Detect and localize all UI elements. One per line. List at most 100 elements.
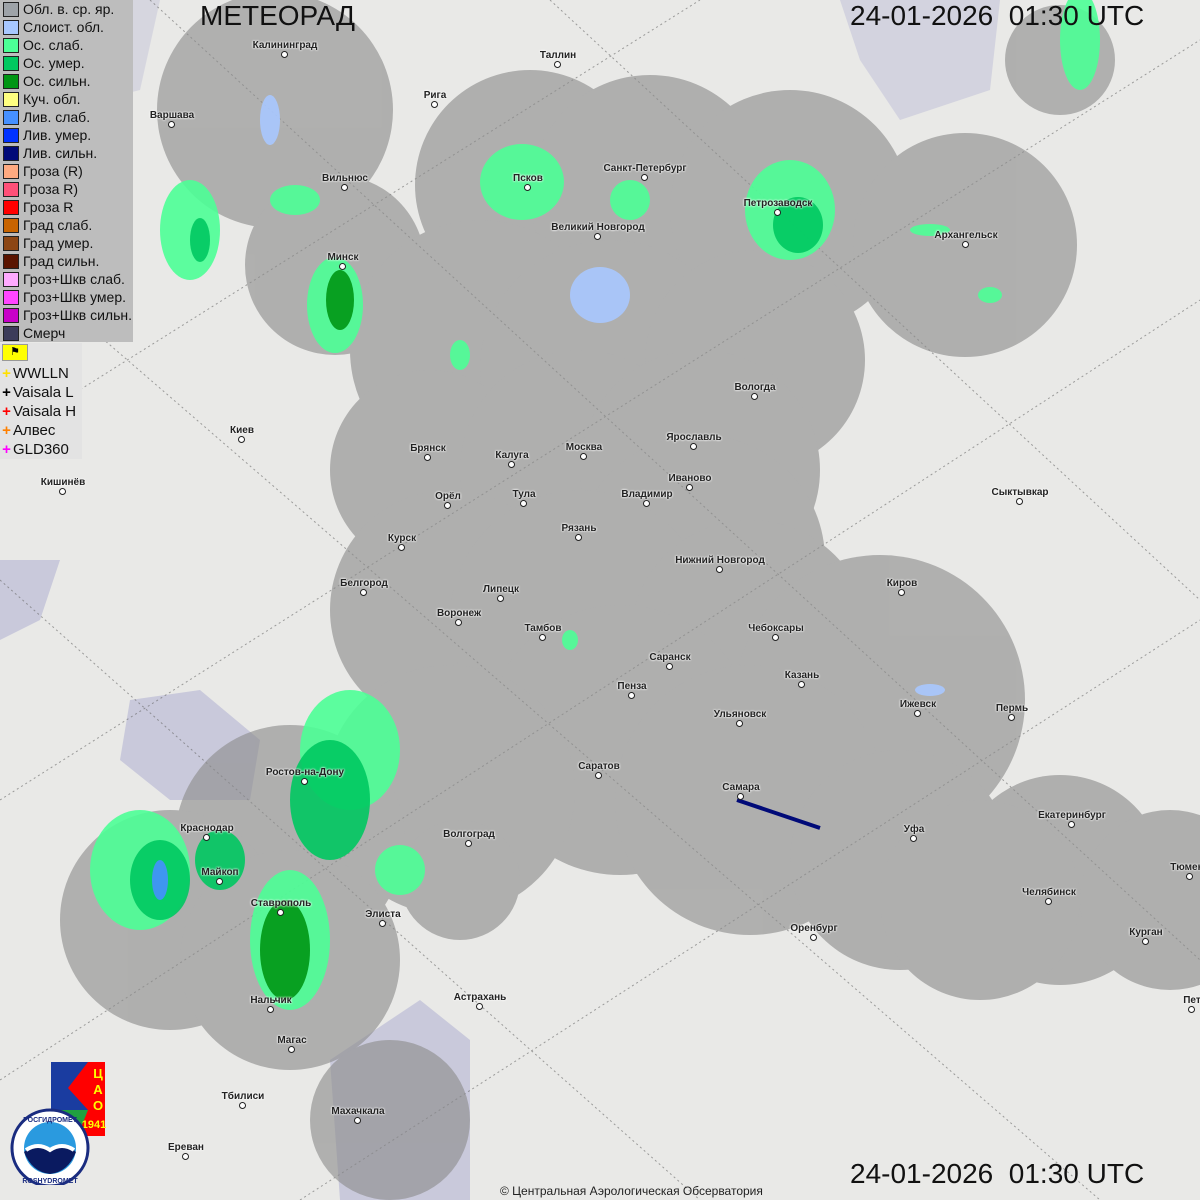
svg-text:ROSHYDROMET: ROSHYDROMET: [22, 1178, 78, 1185]
city-marker-icon: [1068, 821, 1075, 828]
city-marker-icon: [497, 595, 504, 602]
legend-label: Куч. обл.: [23, 91, 81, 107]
legend-swatch: [3, 73, 19, 89]
copyright: © Центральная Аэрологическая Обсерватори…: [500, 1184, 763, 1198]
legend-label: Гроз+Шкв сильн.: [23, 307, 132, 323]
legend-swatch: [3, 109, 19, 125]
city-marker-icon: [751, 393, 758, 400]
legend-swatch: [3, 253, 19, 269]
city-label: Рязань: [561, 523, 597, 534]
city-label: Краснодар: [180, 823, 234, 834]
lightning-source: + Vaisala H: [0, 402, 82, 421]
legend-item: Гроз+Шкв сильн.: [0, 306, 133, 324]
city-marker-icon: [216, 878, 223, 885]
legend-label: Лив. сильн.: [23, 145, 98, 161]
city-label: Волгоград: [443, 829, 495, 840]
radar-circle: [1080, 810, 1200, 990]
legend-item: Гроза R): [0, 180, 133, 198]
city-label: Псков: [513, 173, 543, 184]
city-label: Ставрополь: [250, 898, 312, 909]
city-marker-icon: [59, 488, 66, 495]
city-label: Нижний Новгород: [675, 555, 765, 566]
legend-swatch: [3, 217, 19, 233]
city-marker-icon: [168, 121, 175, 128]
city-label: Калуга: [495, 450, 529, 461]
city-marker-icon: [424, 454, 431, 461]
lightning-label: Vaisala H: [13, 403, 77, 420]
precipitation: [90, 0, 1100, 1010]
city-label: Ереван: [168, 1142, 204, 1153]
city-marker-icon: [962, 241, 969, 248]
city-label: Астрахань: [453, 992, 507, 1003]
city-marker-icon: [444, 502, 451, 509]
city-label: Ульяновск: [713, 709, 767, 720]
city-marker-icon: [910, 835, 917, 842]
svg-text:РОСГИДРОМЕТ: РОСГИДРОМЕТ: [23, 1117, 78, 1124]
legend-swatch: [3, 145, 19, 161]
flag-icon[interactable]: ⚑: [2, 344, 28, 361]
city-label: Архангельск: [934, 230, 998, 241]
lightning-label: Алвес: [13, 422, 56, 439]
city-label: Оренбург: [790, 923, 838, 934]
precip-echo: [375, 845, 425, 895]
cross-icon: +: [2, 384, 11, 401]
city-marker-icon: [595, 772, 602, 779]
city-marker-icon: [539, 634, 546, 641]
lightning-label: Vaisala L: [13, 384, 74, 401]
precip-echo: [450, 340, 470, 370]
logos: Ц А О 1941 РОСГИДРОМЕТ ROSHYDROMET: [10, 1062, 106, 1185]
city-label: Петрозаводск: [743, 198, 813, 209]
city-label: Саранск: [649, 652, 691, 663]
city-label: Пет: [1183, 995, 1200, 1006]
city-label: Воронеж: [436, 608, 482, 619]
city-marker-icon: [281, 51, 288, 58]
radar-circle: [400, 820, 520, 940]
city-marker-icon: [431, 101, 438, 108]
city-label: Минск: [327, 252, 359, 263]
legend-item: Смерч: [0, 324, 133, 342]
city-marker-icon: [594, 233, 601, 240]
precip-echo: [326, 270, 354, 330]
legend-item: Град слаб.: [0, 216, 133, 234]
precip-echo: [915, 684, 945, 696]
city-label: Сыктывкар: [991, 487, 1049, 498]
lightning-source: + GLD360: [0, 440, 82, 459]
city-label: Пермь: [995, 703, 1029, 714]
legend-item: Обл. в. ср. яр.: [0, 0, 133, 18]
legend-label: Лив. умер.: [23, 127, 92, 143]
legend-swatch: [3, 55, 19, 71]
precip-echo: [1060, 0, 1100, 90]
legend-swatch: [3, 127, 19, 143]
city-marker-icon: [736, 720, 743, 727]
city-label: Кишинёв: [40, 477, 86, 488]
legend-item: Ос. сильн.: [0, 72, 133, 90]
city-marker-icon: [508, 461, 515, 468]
legend-label: Град сильн.: [23, 253, 100, 269]
legend-item: Лив. слаб.: [0, 108, 133, 126]
legend-item: Град сильн.: [0, 252, 133, 270]
legend-item: Слоист. обл.: [0, 18, 133, 36]
city-label: Белгород: [340, 578, 388, 589]
precip-echo: [190, 218, 210, 262]
city-label: Саратов: [578, 761, 620, 772]
city-label: Тюмень: [1170, 862, 1200, 873]
city-label: Курган: [1129, 927, 1163, 938]
city-marker-icon: [1008, 714, 1015, 721]
legend-item: Гроза (R): [0, 162, 133, 180]
city-label: Киев: [230, 425, 254, 436]
precip-echo: [160, 180, 220, 280]
precip-echo: [260, 95, 280, 145]
radar-circle: [310, 1040, 470, 1200]
lightning-source: + Vaisala L: [0, 383, 82, 402]
city-marker-icon: [455, 619, 462, 626]
city-marker-icon: [1142, 938, 1149, 945]
city-marker-icon: [341, 184, 348, 191]
precip-echo: [152, 860, 168, 900]
precip-echo: [610, 180, 650, 220]
city-label: Магас: [277, 1035, 307, 1046]
legend-swatch: [3, 91, 19, 107]
city-marker-icon: [238, 436, 245, 443]
city-marker-icon: [716, 566, 723, 573]
city-label: Казань: [784, 670, 820, 681]
